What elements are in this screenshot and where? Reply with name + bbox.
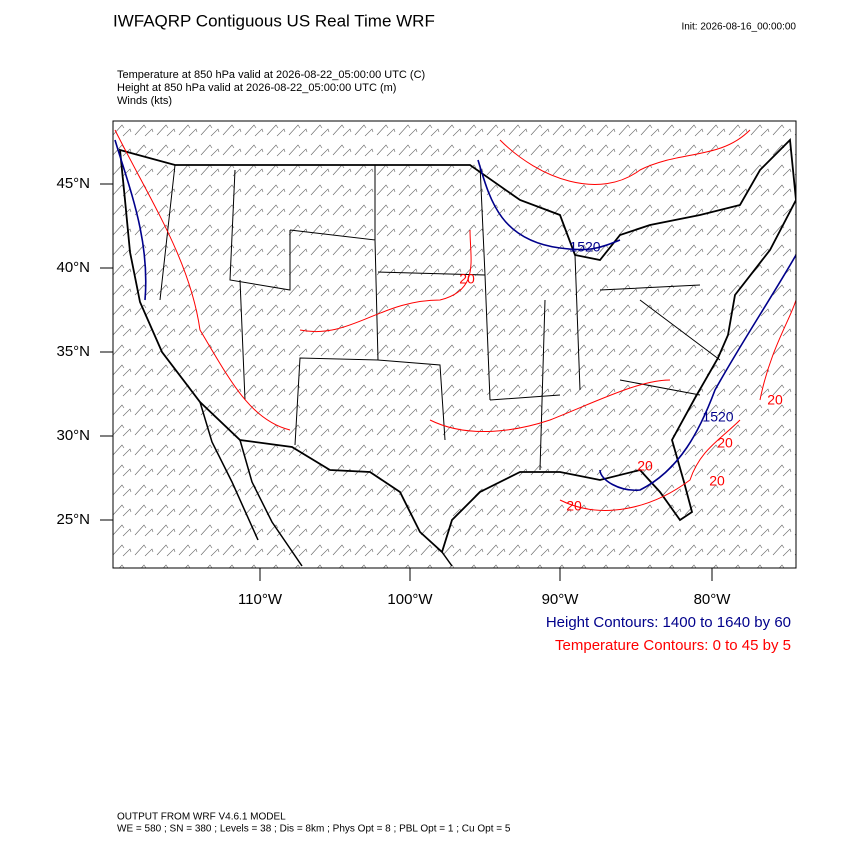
field-label: Height at 850 hPa valid at 2026-08-22_05… [117, 82, 396, 94]
lat-label: 30°N [56, 427, 90, 444]
lat-label: 35°N [56, 343, 90, 360]
map-frame [112, 120, 797, 569]
temperature-contour [114, 129, 796, 511]
mexico-coast [199, 401, 453, 567]
temperature-contour-label: 20 [717, 435, 733, 451]
height-contour-label: 1520 [569, 239, 600, 255]
footer: WE = 580 ; SN = 380 ; Levels = 38 ; Dis … [117, 824, 511, 835]
init-time: Init: 2026-08-16_00:00:00 [681, 22, 796, 33]
title: IWFAQRP Contiguous US Real Time WRF [113, 11, 435, 30]
temperature-contour-label: 20 [566, 498, 582, 514]
temperature-contour-label: 20 [767, 392, 783, 408]
temperature-legend: Temperature Contours: 0 to 45 by 5 [555, 637, 791, 654]
field-label: Temperature at 850 hPa valid at 2026-08-… [117, 69, 425, 81]
lat-label: 25°N [56, 511, 90, 528]
field-label: Winds (kts) [117, 95, 172, 107]
temperature-contour-label: 20 [459, 271, 475, 287]
axis-labels: 45°N 40°N 35°N 30°N 25°N 110°W 100°W 90°W 80°W 15… [56, 175, 783, 608]
lon-label: 90°W [542, 591, 580, 608]
lon-label: 110°W [238, 591, 283, 608]
lat-label: 40°N [56, 259, 90, 276]
height-legend: Height Contours: 1400 to 1640 by 60 [546, 614, 791, 631]
height-contour [114, 139, 796, 491]
height-contour-label: 1520 [702, 409, 733, 425]
temperature-contour-label: 20 [709, 473, 725, 489]
us-outline [118, 138, 796, 554]
lat-label: 45°N [56, 175, 90, 192]
map [113, 121, 796, 568]
footer: OUTPUT FROM WRF V4.6.1 MODEL [117, 812, 286, 823]
lon-label: 100°W [387, 591, 433, 608]
temperature-contour-label: 20 [637, 458, 653, 474]
wind-barbs [113, 121, 796, 568]
lon-label: 80°W [694, 591, 732, 608]
